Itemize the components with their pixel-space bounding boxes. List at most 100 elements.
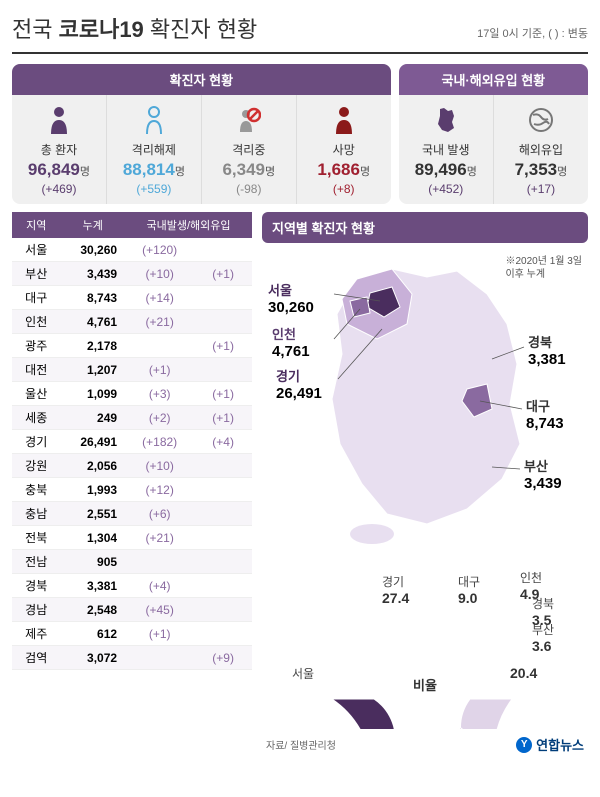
- donut-slice: [460, 699, 512, 729]
- cell-region: 세종: [12, 406, 60, 430]
- table-row: 울산 1,099 (+3) (+1): [12, 382, 252, 406]
- cell-region: 제주: [12, 622, 60, 646]
- stat-value: 7,353명: [498, 160, 584, 180]
- table-row: 경북 3,381 (+4): [12, 574, 252, 598]
- map-label: 대구8,743: [526, 399, 564, 433]
- stat-value: 1,686명: [301, 160, 387, 180]
- cell-total: 26,491: [60, 430, 125, 454]
- map-label: 경북3,381: [528, 335, 566, 369]
- globe-icon: [498, 103, 584, 137]
- map-note: ※2020년 1월 3일이후 누계: [505, 255, 582, 281]
- cell-domestic: (+3): [125, 382, 194, 406]
- stat-group-source: 국내·해외유입 현황 국내 발생 89,496명 (+452) 해외유입 7,3…: [399, 64, 588, 204]
- cell-region: 대구: [12, 286, 60, 310]
- cell-domestic: (+1): [125, 622, 194, 646]
- table-row: 광주 2,178 (+1): [12, 334, 252, 358]
- cell-overseas: (+1): [194, 382, 252, 406]
- korea-icon: [403, 103, 489, 137]
- person-dark-icon: [301, 103, 387, 137]
- cell-region: 충남: [12, 502, 60, 526]
- cell-overseas: [194, 526, 252, 550]
- table-row: 부산 3,439 (+10) (+1): [12, 262, 252, 286]
- group-header-confirmed: 확진자 현황: [12, 64, 391, 95]
- cell-domestic: (+21): [125, 310, 194, 334]
- cell-total: 1,304: [60, 526, 125, 550]
- korea-map: ※2020년 1월 3일이후 누계 서울30,260인천4,761경기26,49…: [262, 249, 588, 559]
- cell-domestic: (+10): [125, 262, 194, 286]
- stat-label: 국내 발생: [403, 141, 489, 158]
- cell-overseas: [194, 286, 252, 310]
- table-row: 경기 26,491 (+182) (+4): [12, 430, 252, 454]
- stat-change: (+8): [301, 182, 387, 196]
- table-row: 전북 1,304 (+21): [12, 526, 252, 550]
- cell-domestic: [125, 646, 194, 670]
- cell-total: 3,381: [60, 574, 125, 598]
- cell-total: 2,551: [60, 502, 125, 526]
- logo-icon: Y: [516, 737, 532, 753]
- table-row: 대구 8,743 (+14): [12, 286, 252, 310]
- table-row: 세종 249 (+2) (+1): [12, 406, 252, 430]
- table-row: 대전 1,207 (+1): [12, 358, 252, 382]
- stat-change: (+559): [111, 182, 197, 196]
- table-row: 인천 4,761 (+21): [12, 310, 252, 334]
- table-row: 강원 2,056 (+10): [12, 454, 252, 478]
- cell-region: 전남: [12, 550, 60, 574]
- cell-domestic: (+12): [125, 478, 194, 502]
- cell-overseas: [194, 454, 252, 478]
- cell-overseas: [194, 598, 252, 622]
- cell-domestic: [125, 550, 194, 574]
- stat-change: (+469): [16, 182, 102, 196]
- date-note: 17일 0시 기준, ( ) : 변동: [477, 25, 588, 41]
- stat-value: 6,349명: [206, 160, 292, 180]
- donut-center-label: 비율: [413, 675, 437, 694]
- donut-slice: [332, 699, 395, 729]
- table-row: 검역 3,072 (+9): [12, 646, 252, 670]
- page-title: 전국 코로나19 확진자 현황: [12, 12, 257, 44]
- cell-domestic: (+4): [125, 574, 194, 598]
- cell-region: 울산: [12, 382, 60, 406]
- table-row: 서울 30,260 (+120): [12, 238, 252, 262]
- cell-total: 1,099: [60, 382, 125, 406]
- stat-card-isolated: 격리중 6,349명 (-98): [202, 95, 297, 204]
- stat-label: 격리중: [206, 141, 292, 158]
- table-row: 경남 2,548 (+45): [12, 598, 252, 622]
- map-label: 인천4,761: [272, 327, 310, 361]
- donut-label: 서울31.2%: [292, 665, 343, 703]
- cell-overseas: (+1): [194, 334, 252, 358]
- cell-region: 충북: [12, 478, 60, 502]
- yonhap-logo: Y 연합뉴스: [516, 735, 584, 754]
- donut-label: 대구9.0: [458, 573, 480, 606]
- cell-total: 8,743: [60, 286, 125, 310]
- cell-total: 2,178: [60, 334, 125, 358]
- stat-card-total: 총 환자 96,849명 (+469): [12, 95, 107, 204]
- cell-overseas: [194, 574, 252, 598]
- person-icon: [16, 103, 102, 137]
- prohibited-icon: [206, 103, 292, 137]
- cell-region: 서울: [12, 238, 60, 262]
- cell-region: 광주: [12, 334, 60, 358]
- cell-region: 강원: [12, 454, 60, 478]
- cell-domestic: (+10): [125, 454, 194, 478]
- cell-region: 경북: [12, 574, 60, 598]
- cell-overseas: (+9): [194, 646, 252, 670]
- stat-change: (+452): [403, 182, 489, 196]
- th-split: 국내발생/해외유입: [125, 212, 252, 238]
- header: 전국 코로나19 확진자 현황 17일 0시 기준, ( ) : 변동: [12, 12, 588, 54]
- stat-group-confirmed: 확진자 현황 총 환자 96,849명 (+469) 격리해제 88,814명 …: [12, 64, 391, 204]
- cell-total: 4,761: [60, 310, 125, 334]
- table-row: 전남 905: [12, 550, 252, 574]
- cell-domestic: (+6): [125, 502, 194, 526]
- cell-region: 인천: [12, 310, 60, 334]
- cell-region: 경남: [12, 598, 60, 622]
- cell-total: 249: [60, 406, 125, 430]
- footer: 자료/ 질병관리청 Y 연합뉴스: [262, 735, 588, 754]
- map-header: 지역별 확진자 현황: [262, 212, 588, 243]
- region-table: 지역 누계 국내발생/해외유입 서울 30,260 (+120) 부산 3,43…: [12, 212, 252, 670]
- table-row: 제주 612 (+1): [12, 622, 252, 646]
- stat-value: 89,496명: [403, 160, 489, 180]
- cell-total: 1,993: [60, 478, 125, 502]
- map-label: 경기26,491: [276, 369, 322, 403]
- stat-change: (-98): [206, 182, 292, 196]
- cell-region: 전북: [12, 526, 60, 550]
- cell-total: 905: [60, 550, 125, 574]
